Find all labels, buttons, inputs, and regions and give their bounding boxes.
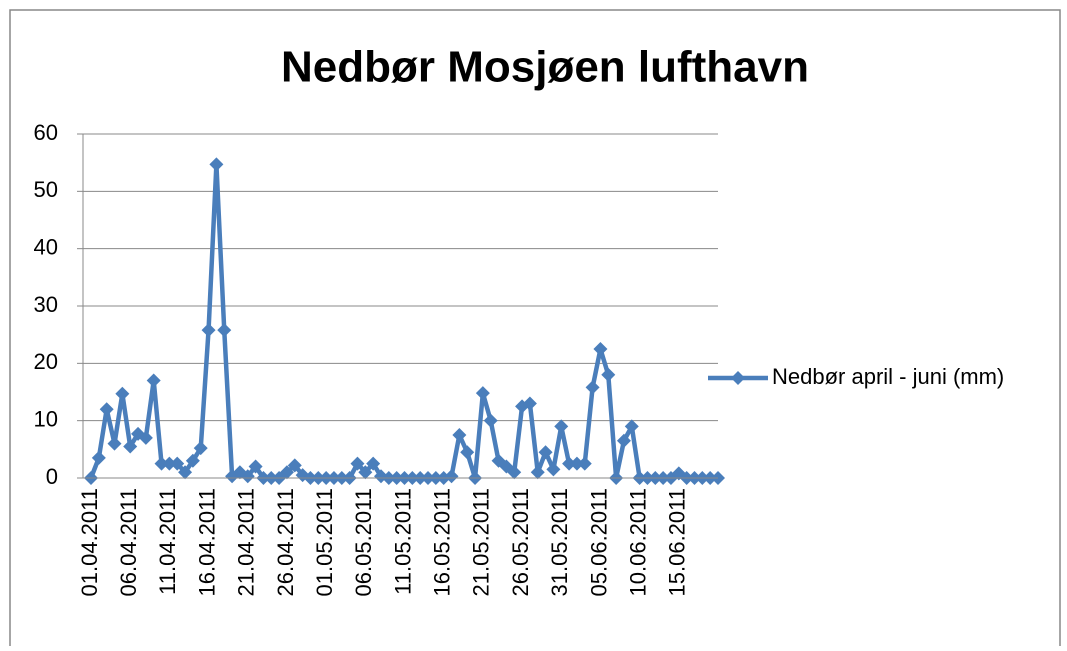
marker — [107, 436, 122, 451]
legend-marker — [731, 371, 745, 385]
x-tick-label: 11.05.2011 — [390, 488, 415, 595]
x-tick-label: 16.05.2011 — [430, 488, 455, 596]
marker — [170, 456, 185, 471]
x-tick-label: 26.04.2011 — [273, 488, 298, 596]
y-tick-label: 20 — [34, 349, 58, 374]
marker — [115, 386, 130, 401]
marker — [358, 465, 373, 480]
marker — [178, 465, 193, 480]
marker — [460, 445, 475, 460]
x-tick-label: 05.06.2011 — [586, 488, 611, 596]
y-tick-label: 50 — [34, 177, 58, 202]
x-tick-label: 01.05.2011 — [312, 488, 337, 596]
marker — [248, 459, 263, 474]
marker — [201, 323, 216, 338]
marker — [624, 419, 639, 434]
x-tick-label: 11.04.2011 — [155, 488, 180, 595]
x-tick-label: 21.05.2011 — [469, 488, 494, 596]
x-tick-label: 15.06.2011 — [665, 488, 690, 596]
marker — [452, 428, 467, 442]
x-tick-label: 31.05.2011 — [547, 488, 572, 596]
marker — [475, 386, 490, 401]
marker — [217, 323, 232, 338]
marker — [162, 456, 177, 471]
x-tick-label: 06.04.2011 — [116, 488, 141, 596]
y-tick-label: 40 — [34, 234, 58, 259]
marker — [577, 456, 592, 471]
marker — [522, 396, 537, 411]
marker — [123, 439, 138, 454]
y-tick-label: 30 — [34, 292, 58, 317]
marker — [507, 465, 522, 480]
marker — [138, 430, 153, 445]
x-tick-label: 01.04.2011 — [77, 488, 102, 596]
chart-border — [9, 9, 1061, 651]
marker — [554, 419, 569, 434]
marker — [546, 462, 561, 477]
marker — [146, 373, 161, 388]
chart-title: Nedbør Mosjøen lufthavn — [281, 43, 809, 92]
x-tick-label: 26.05.2011 — [508, 488, 533, 596]
marker — [279, 465, 294, 480]
legend-label: Nedbør april - juni (mm) — [772, 364, 1004, 389]
x-tick-label: 16.04.2011 — [194, 488, 219, 596]
marker — [193, 441, 208, 456]
y-tick-label: 60 — [34, 120, 58, 145]
marker — [209, 157, 224, 172]
x-tick-label: 10.06.2011 — [625, 488, 650, 596]
marker — [154, 456, 169, 471]
marker — [99, 402, 114, 417]
marker — [240, 469, 255, 484]
marker — [483, 413, 498, 428]
marker — [287, 458, 302, 473]
marker — [593, 342, 608, 356]
x-tick-label: 06.05.2011 — [351, 488, 376, 596]
marker — [538, 445, 553, 460]
marker — [366, 456, 381, 471]
marker — [616, 433, 631, 448]
marker — [562, 456, 577, 471]
marker — [350, 456, 365, 471]
y-tick-label: 10 — [34, 406, 58, 431]
x-tick-label: 21.04.2011 — [234, 488, 259, 596]
marker — [530, 465, 545, 480]
y-tick-label: 0 — [46, 464, 58, 489]
marker — [569, 456, 584, 471]
marker — [585, 380, 600, 395]
marker — [91, 450, 106, 465]
marker — [444, 469, 459, 484]
marker — [601, 367, 616, 382]
marker — [185, 453, 200, 468]
